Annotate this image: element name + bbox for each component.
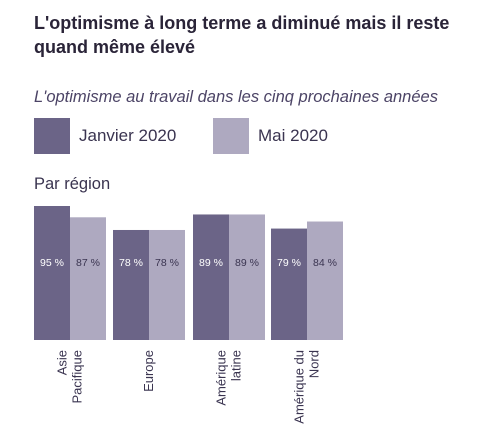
legend-item-january: Janvier 2020 [34, 118, 176, 154]
bar [193, 214, 229, 340]
bar [271, 228, 307, 340]
bar-value-label: 89 % [199, 257, 223, 269]
section-label: Par région [34, 175, 111, 193]
legend-swatch-january [34, 118, 70, 154]
category-label: latine [229, 350, 244, 381]
bar [307, 221, 343, 340]
bar [229, 214, 265, 340]
chart-title: L'optimisme à long terme a diminué mais … [34, 13, 450, 57]
bar-value-label: 89 % [235, 257, 259, 269]
bar-value-label: 84 % [313, 257, 337, 269]
bar-value-label: 78 % [155, 257, 179, 269]
legend-label-january: Janvier 2020 [79, 126, 177, 145]
category-label: Amérique du [292, 350, 307, 424]
legend-item-may: Mai 2020 [213, 118, 328, 154]
bar [113, 229, 149, 340]
chart-subtitle: L'optimisme au travail dans les cinq pro… [34, 88, 438, 106]
category-label: Nord [307, 350, 322, 378]
bar [34, 206, 70, 340]
bar-value-label: 79 % [277, 257, 301, 269]
category-label: Pacifique [70, 350, 85, 403]
category-label: Amérique [214, 350, 229, 406]
bar [149, 229, 185, 340]
bar-value-label: 95 % [40, 257, 64, 269]
bar [70, 217, 106, 340]
legend: Janvier 2020 Mai 2020 [0, 118, 496, 154]
legend-label-may: Mai 2020 [258, 126, 328, 145]
legend-swatch-may [213, 118, 249, 154]
bar-value-label: 78 % [119, 257, 143, 269]
category-label: Europe [141, 350, 156, 392]
category-label: Asie [55, 350, 70, 375]
bar-value-label: 87 % [76, 257, 100, 269]
